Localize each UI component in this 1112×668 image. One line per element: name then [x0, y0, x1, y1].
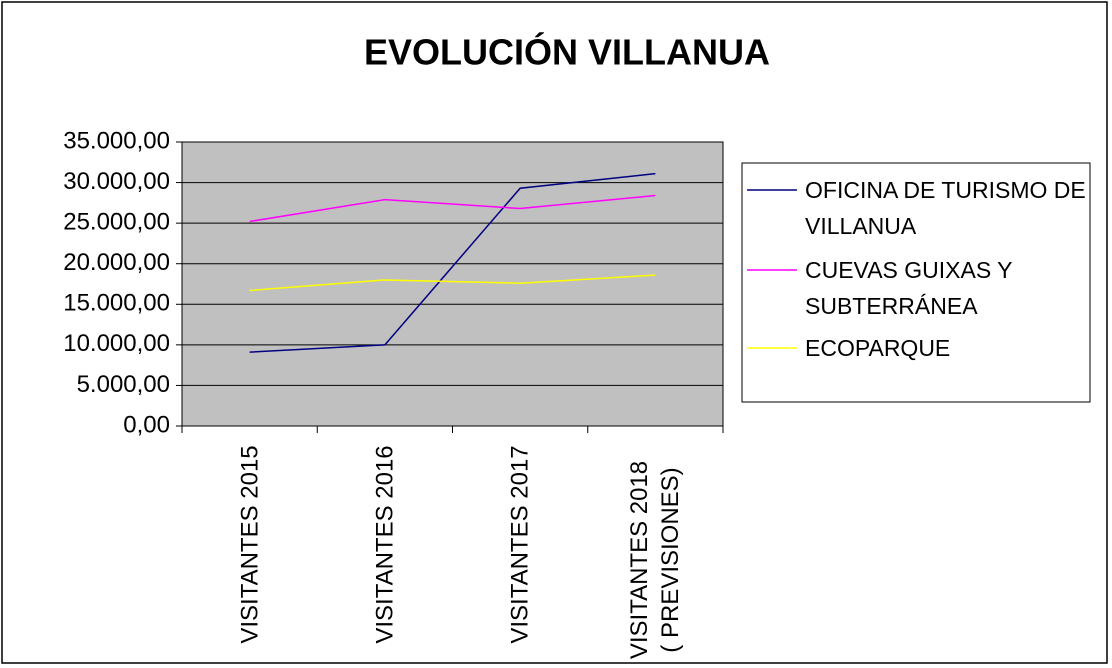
- chart-title: EVOLUCIÓN VILLANUA: [364, 31, 770, 73]
- y-tick-label: 20.000,00: [63, 249, 170, 276]
- y-tick-label: 10.000,00: [63, 330, 170, 357]
- y-tick-label: 30.000,00: [63, 168, 170, 195]
- legend-box: [741, 162, 1091, 403]
- legend-label: CUEVAS GUIXAS Y SUBTERRÁNEA: [805, 257, 1013, 319]
- y-tick-label: 0,00: [123, 411, 170, 438]
- y-tick-label: 5.000,00: [77, 371, 170, 398]
- x-tick-label: VISITANTES 2018 ( PREVISIONES): [626, 460, 685, 660]
- series-line: [249, 274, 656, 292]
- legend-label: ECOPARQUE: [805, 335, 951, 361]
- x-tick-label: VISITANTES 2015: [236, 445, 264, 644]
- legend-label: OFICINA DE TURISMO DE VILLANUA: [805, 177, 1086, 239]
- x-tick-label: VISITANTES 2017: [506, 445, 534, 644]
- x-tick-label: VISITANTES 2016: [371, 445, 399, 644]
- y-tick-label: 35.000,00: [63, 127, 170, 154]
- series-line: [249, 172, 656, 353]
- y-tick-label: 15.000,00: [63, 290, 170, 317]
- y-tick-label: 25.000,00: [63, 208, 170, 235]
- plot-area: [181, 141, 724, 427]
- series-line: [249, 194, 656, 223]
